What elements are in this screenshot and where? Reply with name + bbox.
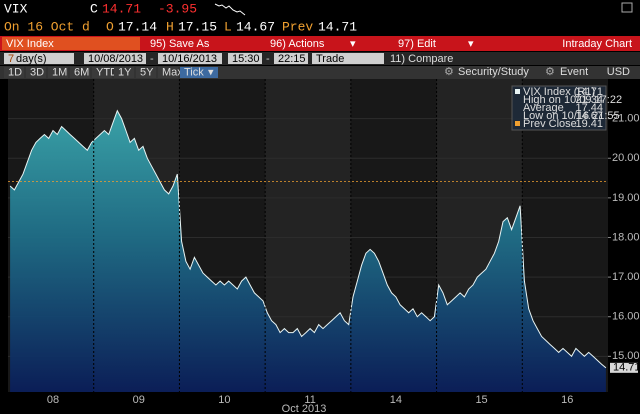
menu-button[interactable]: 97) Edit (398, 38, 436, 50)
x-tick-label: 14 (390, 394, 402, 406)
input[interactable] (4, 53, 74, 64)
tabs: 1D 3D 1M 6M YTD 1Y 5Y Max Tick ▾ (4, 66, 218, 78)
start-date: 10/08/2013 (88, 53, 143, 65)
legend-swatch (515, 121, 520, 126)
compare[interactable]: 11) Compare (390, 53, 453, 65)
security[interactable]: VIX Index (6, 38, 54, 50)
prev: 14.71 (318, 19, 357, 34)
study[interactable]: Security/Study (458, 66, 529, 78)
menu-button[interactable]: 95) Save As (150, 38, 210, 50)
prev-label: Prev (282, 19, 313, 34)
tab[interactable]: 5Y (140, 66, 154, 78)
days-unit: day(s) (16, 53, 47, 65)
legend-value: 21.34 (575, 94, 603, 106)
input[interactable] (228, 53, 262, 64)
security-box (2, 37, 140, 50)
dropdown-arrow: ▾ (208, 66, 214, 78)
y-tick-label: 21.00 (612, 113, 640, 125)
end-date: 10/16/2013 (162, 53, 217, 65)
legend-label: Prev Close (523, 118, 577, 130)
open-label: O (106, 19, 114, 34)
toolbar-title: Intraday Chart (562, 38, 632, 50)
high: 17.15 (178, 19, 217, 34)
tab-bg (4, 67, 24, 78)
last-flag-label: 14.71 (613, 362, 640, 374)
legend-label: High on 10/09 17:22 (523, 94, 622, 106)
tab[interactable]: 1D (8, 66, 22, 78)
legend-box (511, 85, 607, 131)
date-label: On 16 Oct d (4, 19, 90, 34)
dash: - (266, 53, 270, 65)
legend-label: Average (523, 102, 564, 114)
legend-value: 14.67 (575, 110, 603, 122)
tab-bg (136, 67, 156, 78)
x-axis-label: Oct 2013 (282, 403, 327, 414)
currency[interactable]: USD (607, 66, 630, 78)
tab[interactable]: YTD (96, 66, 118, 78)
x-tick-label: 09 (133, 394, 145, 406)
x-tick-label: 08 (47, 394, 59, 406)
tab-bg (26, 67, 46, 78)
y-tick-label: 18.00 (612, 231, 640, 243)
legend-label: VIX Index (R1) (523, 86, 595, 98)
event[interactable]: Event (560, 66, 588, 78)
gear-icon: ⚙ (444, 66, 454, 78)
legend-value: 17.44 (575, 102, 603, 114)
chart: 15.00 16.00 17.00 18.00 19.00 20.00 21.00 14.71… (8, 79, 640, 414)
tab[interactable]: 3D (30, 66, 44, 78)
y-tick-label: 15.00 (612, 350, 640, 362)
days: 7 (8, 53, 14, 65)
tab[interactable]: 1Y (118, 66, 132, 78)
open: 17.14 (118, 19, 157, 34)
change: -3.95 (158, 1, 197, 16)
y-tick-label: 20.00 (612, 152, 640, 164)
tab-bg (158, 67, 178, 78)
dropdown-arrow: ▾ (468, 38, 474, 50)
tab[interactable]: 1M (52, 66, 67, 78)
c-label: C (90, 1, 98, 16)
dropdown-arrow: ▾ (350, 38, 356, 50)
tab-bg (48, 67, 68, 78)
time-start: 15:30 (232, 53, 260, 65)
input[interactable] (274, 53, 308, 64)
x-tick-label: 10 (218, 394, 230, 406)
time-end: 22:15 (278, 53, 306, 65)
y-tick-label: 17.00 (612, 271, 640, 283)
high-label: H (166, 19, 174, 34)
y-tick-label: 19.00 (612, 192, 640, 204)
legend-value: 14.71 (575, 86, 603, 98)
low-label: L (224, 19, 232, 34)
tab[interactable]: Tick (184, 66, 204, 78)
low: 14.67 (236, 19, 275, 34)
legend-swatch (515, 89, 520, 94)
input[interactable] (312, 53, 384, 64)
x-tick-label: 15 (475, 394, 487, 406)
sparkline (214, 3, 246, 16)
dash: - (150, 53, 154, 65)
window-icon[interactable] (621, 2, 633, 13)
line (9, 109, 607, 369)
last-flag (610, 362, 638, 373)
x-tick-label: 16 (561, 394, 573, 406)
ticker: VIX (4, 1, 28, 16)
gear-icon: ⚙ (545, 66, 555, 78)
x-tick-label: 11 (304, 394, 315, 406)
tab-bg (70, 67, 90, 78)
menu-button[interactable]: 96) Actions (270, 38, 325, 50)
tab-bg (92, 67, 112, 78)
toolbar (0, 36, 640, 51)
last-price: 14.71 (102, 1, 141, 16)
legend-value: 19.41 (575, 118, 603, 130)
y-tick-label: 16.00 (612, 311, 640, 323)
tab-bg (114, 67, 134, 78)
tab[interactable]: 6M (74, 66, 89, 78)
legend-label: Low on 10/16 21:55 (523, 110, 620, 122)
tab[interactable]: Max (162, 66, 183, 78)
input[interactable] (158, 53, 222, 64)
field: Trade (316, 53, 344, 65)
input[interactable] (84, 53, 146, 64)
tab-bg (180, 67, 218, 78)
